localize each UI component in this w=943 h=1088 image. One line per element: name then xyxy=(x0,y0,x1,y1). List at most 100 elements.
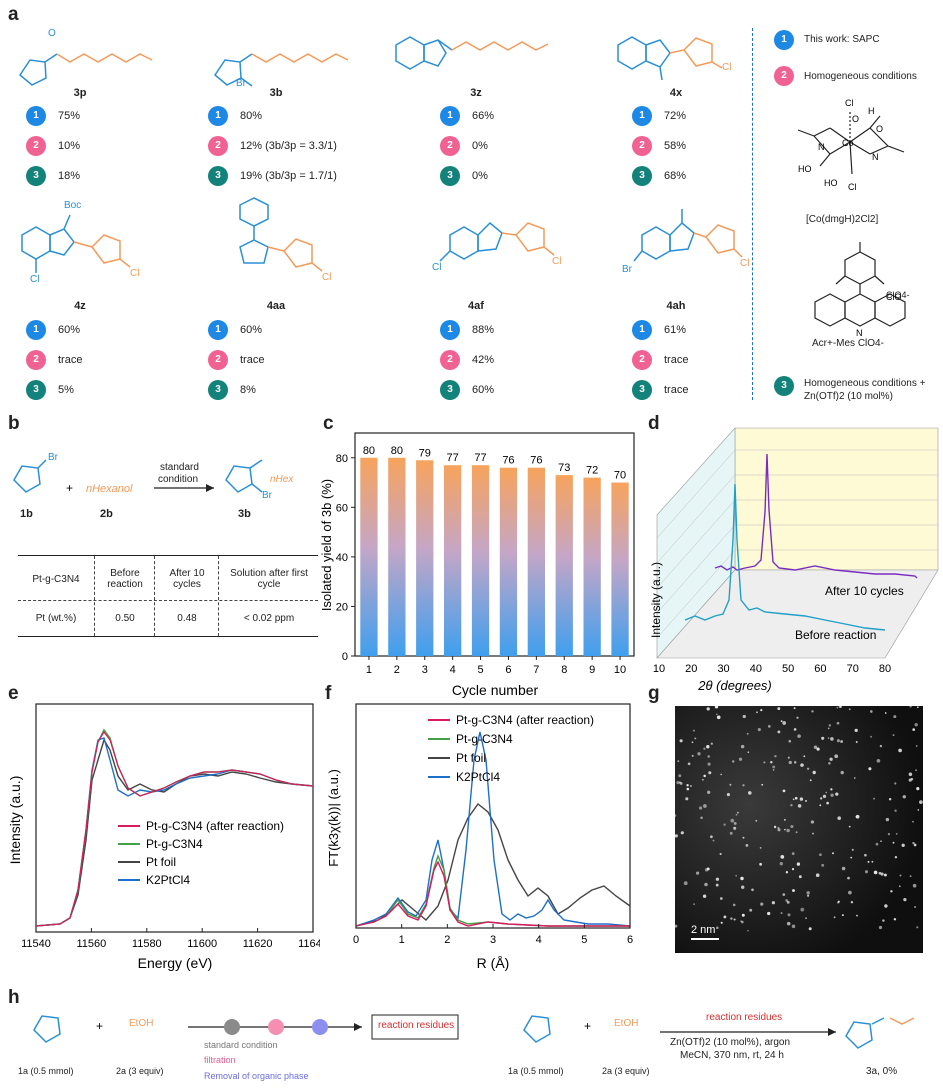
atom-dot xyxy=(898,748,902,753)
atom-dot xyxy=(786,921,791,926)
table-bottom-rule xyxy=(18,636,318,637)
x-tick-label: 11600 xyxy=(187,938,217,950)
atom-dot xyxy=(700,816,703,819)
x-tick-label: 9 xyxy=(589,664,595,676)
atom-dot xyxy=(799,797,804,801)
condition-badge-2: 2 xyxy=(26,136,46,156)
atom-dot xyxy=(798,875,802,879)
xrd-3d-chart: After 10 cycles Before reaction 10 20 30 40… xyxy=(649,427,939,693)
atom-dot xyxy=(680,831,684,835)
exafs-ylabel: FT(k3χ(k))| (a.u.) xyxy=(326,769,341,867)
x-tick-label: 2 xyxy=(394,664,400,676)
atom-dot xyxy=(742,784,745,787)
arrow-residues: reaction residues xyxy=(706,1012,783,1023)
atom-dot xyxy=(903,897,907,902)
yield-value: 60% xyxy=(472,384,495,396)
atom-br-4ah: Br xyxy=(622,264,632,275)
atom-dot xyxy=(678,774,682,778)
atom-dot xyxy=(909,875,912,878)
atom-dot xyxy=(703,747,706,750)
atom-dot xyxy=(838,706,842,709)
atom-dot xyxy=(791,924,796,929)
atom-dot xyxy=(710,742,713,745)
atom-dot xyxy=(901,843,905,847)
condition-badge-1: 1 xyxy=(26,106,46,126)
atom-dot xyxy=(827,737,830,739)
panel-label-a: a xyxy=(8,4,19,25)
x-tick-label: 4 xyxy=(536,934,542,946)
atom-dot xyxy=(782,721,787,725)
acridinium-label: Acr+-Mes ClO4- xyxy=(812,338,884,349)
legend-label-3b: Zn(OTf)2 (10 mol%) xyxy=(804,391,893,402)
atom-cl-4x: Cl xyxy=(722,62,732,73)
atom-dot xyxy=(756,711,758,714)
y-tick-label: 40 xyxy=(336,552,348,564)
y-tick-label: 0 xyxy=(342,651,348,663)
condition-badge-3: 3 xyxy=(632,166,652,186)
atom-dot xyxy=(800,763,804,767)
legend-label: Pt-g-C3N4 (after reaction) xyxy=(456,713,594,727)
svg-text:+: + xyxy=(66,481,73,495)
atom-dot xyxy=(884,712,887,714)
bar xyxy=(360,457,378,656)
bar xyxy=(583,477,601,656)
yield-value: 61% xyxy=(664,324,687,336)
bar-value-label: 70 xyxy=(614,470,626,482)
atom-dot xyxy=(812,832,814,835)
yield-value: 0% xyxy=(472,170,488,182)
legend-label: Pt-g-C3N4 xyxy=(456,732,513,746)
svg-text:+: + xyxy=(584,1019,591,1033)
svg-text:O: O xyxy=(876,124,883,134)
atom-dot xyxy=(909,706,912,708)
atom-dot xyxy=(761,783,764,786)
condition-badge-3: 3 xyxy=(632,380,652,400)
atom-dot xyxy=(786,828,790,833)
yield-value: 72% xyxy=(664,110,687,122)
exafs-chart: Pt-g-C3N4 (after reaction) Pt-g-C3N4 Pt fo… xyxy=(326,703,633,971)
atom-dot xyxy=(894,809,897,812)
atom-dot xyxy=(812,770,816,775)
atom-dot xyxy=(780,720,783,723)
atom-dot xyxy=(702,894,707,898)
atom-dot xyxy=(848,825,851,828)
atom-dot xyxy=(870,735,873,738)
legend-label: K2PtCl4 xyxy=(146,873,190,887)
atom-dot xyxy=(719,897,723,900)
perchlorate-label: ClO4- xyxy=(886,290,910,300)
panel-label-h: h xyxy=(8,987,20,1008)
atom-dot xyxy=(893,918,897,921)
atom-dot xyxy=(841,914,844,917)
xrd-xlabel: 2θ (degrees) xyxy=(697,678,772,693)
atom-dot xyxy=(902,795,907,799)
atom-dot xyxy=(830,788,833,791)
scheme-h: + + xyxy=(33,1014,915,1049)
yield-value: 88% xyxy=(472,324,495,336)
atom-dot xyxy=(875,842,879,846)
x-tick-label: 10 xyxy=(614,664,626,676)
atom-dot xyxy=(805,799,807,802)
atom-dot xyxy=(806,891,810,895)
atom-dot xyxy=(800,907,805,912)
legend-label-3a: Homogeneous conditions + xyxy=(804,378,926,389)
atom-dot xyxy=(835,792,839,796)
table-cell: < 0.02 ppm xyxy=(243,613,295,624)
x-tick-label: 10 xyxy=(653,663,665,675)
atom-dot xyxy=(733,821,737,825)
atom-dot xyxy=(825,791,828,794)
exafs-series-after xyxy=(355,860,630,927)
bar xyxy=(444,465,462,656)
atom-dot xyxy=(887,832,891,836)
atom-dot xyxy=(742,714,746,719)
atom-dot xyxy=(819,853,822,857)
legend-label: Pt foil xyxy=(146,855,176,869)
atom-dot xyxy=(679,739,683,743)
condition-line2: MeCN, 370 nm, rt, 24 h xyxy=(680,1050,784,1061)
compound-name: 4z xyxy=(74,300,86,312)
table-cell: 0.48 xyxy=(177,613,197,624)
atom-dot xyxy=(675,834,678,838)
atom-dot xyxy=(777,826,780,829)
yield-value: trace xyxy=(240,354,265,366)
atom-dot xyxy=(836,706,839,709)
atom-dot xyxy=(774,754,777,758)
atom-dot xyxy=(759,862,763,866)
